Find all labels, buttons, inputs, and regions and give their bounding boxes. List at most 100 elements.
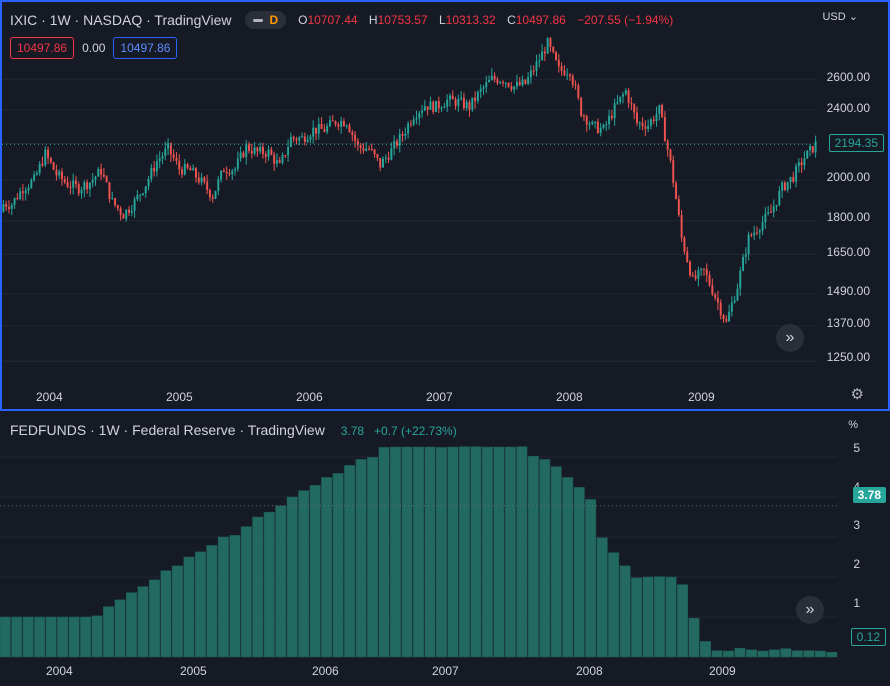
candle-body bbox=[114, 198, 117, 206]
candle-body bbox=[354, 134, 357, 141]
candle-body bbox=[340, 120, 343, 127]
candle-body bbox=[236, 158, 239, 169]
fedfunds-bar bbox=[677, 584, 689, 658]
ask-value-box[interactable]: 10497.86 bbox=[113, 37, 178, 59]
fedfunds-bar bbox=[424, 446, 436, 658]
fedfunds-bar bbox=[458, 446, 470, 658]
candle-body bbox=[368, 148, 371, 150]
candle-body bbox=[119, 208, 122, 215]
fedfunds-bar bbox=[413, 446, 424, 658]
gear-icon[interactable]: ⚙ bbox=[850, 386, 864, 403]
candle-body bbox=[465, 102, 468, 109]
candle-body bbox=[521, 79, 524, 86]
candle-body bbox=[756, 232, 758, 234]
fedfunds-bar bbox=[447, 446, 459, 658]
bid-value-box[interactable]: 10497.86 bbox=[10, 37, 75, 59]
symbol-title[interactable]: IXIC · 1W · NASDAQ · TradingView bbox=[10, 12, 232, 28]
candle-body bbox=[267, 149, 270, 157]
candle-body bbox=[253, 147, 256, 154]
candle-body bbox=[488, 79, 491, 83]
fedfunds-bar bbox=[527, 455, 539, 658]
fedfunds-bar bbox=[619, 565, 631, 658]
candle-body bbox=[387, 157, 390, 160]
candle-body bbox=[510, 86, 513, 90]
fedfunds-bar bbox=[757, 650, 769, 658]
candle-body bbox=[454, 99, 457, 106]
candle-body bbox=[234, 168, 237, 171]
candle-body bbox=[610, 115, 613, 119]
fedfunds-bar bbox=[585, 499, 597, 658]
fedfunds-bar-chart[interactable] bbox=[0, 411, 840, 661]
y-tick: 1800.00 bbox=[826, 210, 870, 224]
fedfunds-bar bbox=[826, 651, 838, 658]
candle-body bbox=[482, 87, 485, 89]
double-chevron-right-icon: » bbox=[785, 329, 795, 346]
fedfunds-chart-pane[interactable]: FEDFUNDS · 1W · Federal Reserve · Tradin… bbox=[0, 411, 890, 686]
candle-body bbox=[502, 82, 504, 84]
candle-body bbox=[814, 141, 817, 153]
currency-selector[interactable]: USD ⌄ bbox=[822, 11, 858, 23]
candle-body bbox=[415, 118, 418, 120]
candle-body bbox=[476, 91, 479, 101]
scroll-to-realtime-button[interactable]: » bbox=[776, 324, 804, 352]
price-chart-pane[interactable]: IXIC · 1W · NASDAQ · TradingView D O1070… bbox=[0, 0, 890, 411]
candle-body bbox=[80, 189, 83, 194]
fedfunds-bar bbox=[435, 447, 447, 658]
candle-body bbox=[661, 104, 664, 118]
candle-body bbox=[141, 193, 144, 195]
candle-body bbox=[622, 94, 624, 97]
candle-body bbox=[74, 180, 77, 185]
fedfunds-symbol-title[interactable]: FEDFUNDS · 1W · Federal Reserve · Tradin… bbox=[10, 422, 325, 438]
candlestick-chart[interactable] bbox=[2, 37, 822, 377]
candle-body bbox=[172, 154, 175, 158]
candle-body bbox=[390, 148, 393, 160]
candle-body bbox=[549, 38, 552, 47]
fedfunds-bar bbox=[355, 459, 367, 658]
fedfunds-bar bbox=[688, 617, 700, 658]
candle-body bbox=[248, 144, 250, 151]
candle-body bbox=[764, 213, 767, 223]
candle-body bbox=[303, 136, 306, 142]
candle-body bbox=[133, 199, 136, 211]
candle-body bbox=[69, 187, 72, 189]
candle-body bbox=[429, 101, 432, 110]
candle-body bbox=[122, 214, 125, 219]
candle-body bbox=[281, 155, 284, 163]
candle-body bbox=[287, 146, 290, 156]
candle-body bbox=[811, 146, 814, 153]
candle-body bbox=[66, 182, 69, 188]
scroll-to-realtime-button-bottom[interactable]: » bbox=[796, 596, 824, 624]
ohlc-values: O10707.44 H10753.57 L10313.32 C10497.86 … bbox=[298, 13, 674, 27]
candle-body bbox=[797, 162, 800, 167]
candle-body bbox=[616, 101, 619, 104]
candle-body bbox=[538, 60, 541, 62]
candle-body bbox=[515, 81, 518, 87]
x-tick: 2004 bbox=[46, 664, 73, 678]
y-tick: 2400.00 bbox=[826, 101, 870, 115]
candle-body bbox=[630, 103, 633, 105]
candle-body bbox=[27, 187, 30, 191]
candle-body bbox=[778, 190, 781, 205]
candle-body bbox=[398, 133, 401, 146]
candle-body bbox=[683, 237, 686, 252]
candle-body bbox=[225, 171, 228, 174]
candle-body bbox=[613, 103, 616, 119]
interval-toggle[interactable]: D bbox=[245, 11, 287, 29]
candle-body bbox=[490, 75, 493, 80]
candle-body bbox=[331, 120, 334, 122]
fedfunds-bar bbox=[722, 650, 734, 658]
candle-body bbox=[407, 123, 410, 134]
fedfunds-bar bbox=[791, 650, 803, 658]
candle-body bbox=[250, 150, 253, 154]
candle-body bbox=[24, 190, 27, 194]
candle-body bbox=[342, 120, 345, 127]
fedfunds-bar bbox=[34, 616, 46, 658]
fedfunds-bar bbox=[91, 615, 103, 658]
candle-body bbox=[772, 206, 775, 213]
fedfunds-bar bbox=[45, 616, 57, 658]
candle-body bbox=[605, 124, 608, 126]
fedfunds-bar bbox=[217, 536, 229, 658]
candle-body bbox=[725, 319, 728, 322]
candle-body bbox=[594, 121, 597, 123]
candle-body bbox=[641, 122, 644, 127]
